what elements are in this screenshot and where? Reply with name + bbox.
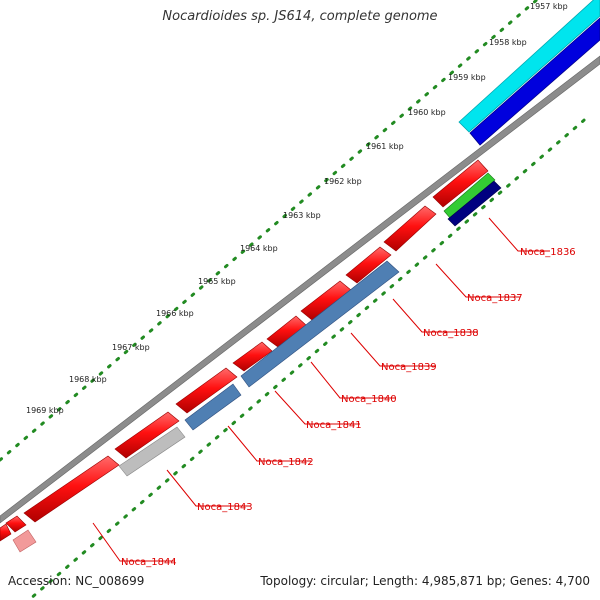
gene-reverse-2 (184, 383, 242, 431)
gene-reverse-1 (240, 260, 400, 388)
tick-labels: 1957 kbp 1958 kbp 1959 kbp 1960 kbp 1961… (26, 2, 568, 415)
tick-label: 1960 kbp (408, 108, 446, 117)
reverse-strand-genes (184, 260, 400, 431)
tick-label: 1966 kbp (156, 309, 194, 318)
gene-label: Noca_1838 (423, 328, 479, 339)
tick-label: 1958 kbp (489, 38, 527, 47)
leader-noca-1842 (227, 425, 311, 462)
outer-tick-ring (0, 0, 539, 462)
gene-noca-1844 (23, 455, 120, 523)
gene-small-b (0, 523, 12, 542)
leader-noca-1843 (166, 469, 250, 507)
feature-navy (447, 180, 502, 227)
gene-small-a (5, 515, 27, 533)
label-leaders (92, 217, 550, 562)
gene-label: Noca_1843 (197, 502, 253, 513)
tick-label: 1967 kbp (112, 343, 150, 352)
gene-label: Noca_1836 (520, 247, 576, 258)
tick-label: 1963 kbp (283, 211, 321, 220)
rna-feature-blue (469, 17, 600, 146)
forward-strand-genes (0, 159, 489, 542)
tick-label: 1969 kbp (26, 406, 64, 415)
gene-noca-1836 (432, 159, 489, 208)
gene-pale-red (12, 529, 37, 553)
tick-label: 1962 kbp (324, 177, 362, 186)
leader-noca-1836 (488, 217, 550, 252)
leader-noca-1838 (392, 298, 478, 333)
gene-noca-1837 (383, 205, 437, 252)
inner-tick-ring (26, 113, 592, 600)
gene-noca-1843 (114, 411, 180, 459)
gene-noca-1841 (232, 341, 273, 372)
leader-noca-1841 (274, 390, 360, 425)
gene-label: Noca_1839 (381, 362, 437, 373)
tick-label: 1965 kbp (198, 277, 236, 286)
gene-label: Noca_1842 (258, 457, 314, 468)
accession-text: Accession: NC_008699 (8, 574, 145, 588)
gene-noca-1842 (175, 367, 238, 414)
gene-labels: Noca_1836 Noca_1837 Noca_1838 Noca_1839 … (121, 247, 576, 568)
tick-label: 1961 kbp (366, 142, 404, 151)
leader-noca-1840 (310, 361, 396, 399)
tick-label: 1957 kbp (530, 2, 568, 11)
gene-pseudo (118, 426, 186, 477)
gene-label: Noca_1837 (467, 293, 523, 304)
gene-label: Noca_1841 (306, 420, 362, 431)
gene-noca-1838 (345, 246, 392, 284)
map-title: Nocardioides sp. JS614, complete genome (162, 9, 438, 24)
leader-noca-1844 (92, 522, 174, 562)
tick-label: 1959 kbp (448, 73, 486, 82)
summary-text: Topology: circular; Length: 4,985,871 bp… (260, 574, 590, 588)
genome-backbone (0, 55, 600, 524)
rna-feature-cyan (458, 0, 600, 133)
tick-label: 1964 kbp (240, 244, 278, 253)
gene-label: Noca_1844 (121, 557, 177, 568)
gene-label: Noca_1840 (341, 394, 397, 405)
leader-noca-1839 (350, 332, 436, 367)
leader-noca-1837 (435, 263, 520, 298)
tick-label: 1968 kbp (69, 375, 107, 384)
feature-green (443, 172, 496, 219)
